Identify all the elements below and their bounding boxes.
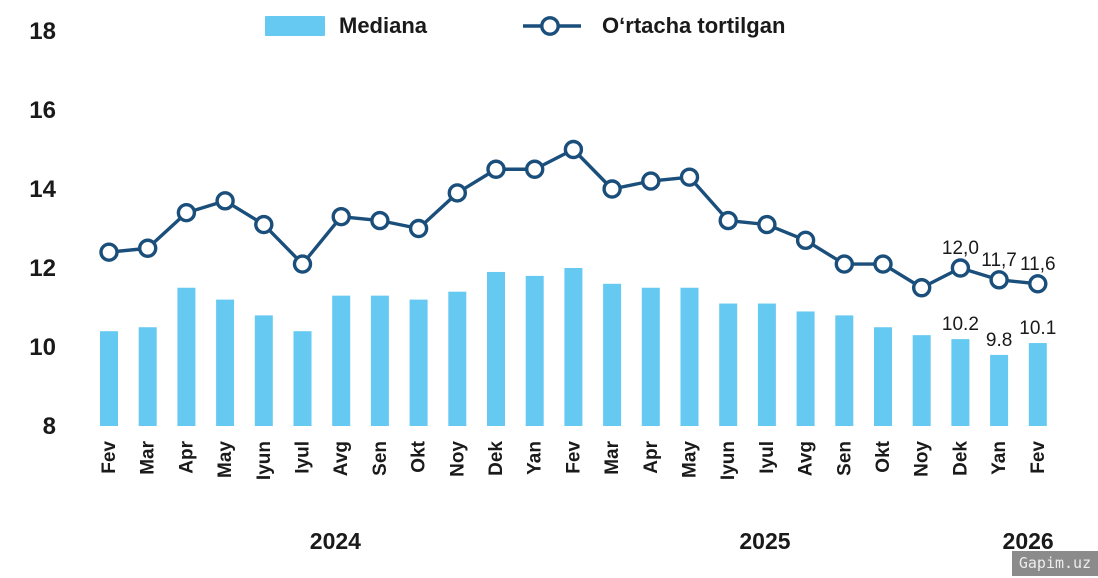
line-marker	[408, 218, 429, 239]
month-label: Apr	[641, 440, 662, 473]
y-tick-label: 18	[29, 18, 56, 45]
month-label: May	[215, 441, 236, 478]
line-marker	[525, 159, 545, 179]
month-label: Yan	[989, 441, 1010, 475]
y-tick-label: 12	[29, 255, 56, 282]
legend-line-label: Oʻrtacha tortilgan	[602, 13, 786, 38]
line-marker	[602, 179, 622, 199]
y-tick-label: 16	[29, 97, 56, 124]
month-label: May	[680, 441, 701, 478]
line-marker	[757, 214, 777, 235]
line-marker	[447, 183, 467, 203]
bar-mediana	[874, 327, 892, 426]
year-label: 2025	[739, 528, 790, 554]
line-marker	[370, 210, 390, 231]
bar-mediana	[370, 295, 389, 426]
line-marker	[292, 254, 313, 274]
month-label: Yan	[525, 441, 546, 475]
line-marker	[989, 270, 1009, 290]
bar-mediana	[641, 287, 660, 426]
month-label: Iyul	[293, 441, 314, 474]
line-marker	[137, 238, 158, 258]
line-marker	[254, 214, 274, 235]
legend-bar-swatch	[265, 16, 325, 36]
bar-point-label: 9.8	[986, 330, 1012, 351]
bar-mediana	[796, 311, 815, 426]
line-marker	[176, 202, 197, 223]
bar-mediana	[951, 339, 970, 426]
bar-point-label: 10.1	[1019, 318, 1056, 339]
bar-mediana	[409, 299, 428, 426]
bar-mediana	[138, 327, 157, 426]
line-point-label: 11,7	[981, 250, 1017, 271]
month-label: Sen	[370, 441, 391, 476]
month-label: Okt	[409, 440, 430, 472]
year-label: 2026	[1003, 528, 1054, 554]
bar-mediana	[293, 331, 312, 426]
month-label: Apr	[176, 440, 197, 473]
bar-mediana	[835, 315, 854, 426]
line-marker	[834, 254, 854, 274]
line-marker	[331, 206, 351, 227]
line-marker	[99, 242, 119, 262]
month-label: Avg	[796, 441, 817, 476]
legend-line-marker-icon	[523, 16, 582, 36]
bar-mediana	[100, 331, 118, 426]
month-label: Mar	[602, 440, 623, 474]
bar-mediana	[990, 354, 1009, 426]
month-label: Dek	[950, 441, 971, 476]
bar-mediana	[564, 268, 583, 426]
line-marker	[641, 171, 661, 191]
line-marker	[486, 159, 506, 179]
line-marker	[912, 278, 932, 298]
bar-mediana	[1028, 343, 1047, 426]
bar-mediana	[757, 303, 776, 426]
line-marker	[795, 230, 816, 251]
year-label: 2024	[310, 528, 361, 554]
line-ortacha	[108, 147, 1038, 290]
y-tick-label: 8	[43, 413, 56, 440]
bar-mediana	[487, 271, 505, 426]
line-point-label: 12,0	[942, 238, 979, 259]
bar-point-label: 10.2	[942, 314, 979, 335]
bar-mediana	[254, 315, 273, 426]
bar-mediana	[603, 283, 622, 426]
bar-mediana	[525, 275, 544, 426]
bar-mediana	[719, 303, 738, 426]
legend: Mediana Oʻrtacha tortilgan	[265, 13, 785, 39]
y-tick-label: 10	[29, 334, 56, 361]
bar-mediana	[332, 295, 351, 426]
month-label: Iyul	[757, 441, 778, 474]
legend-bar-label: Mediana	[339, 13, 428, 38]
y-tick-label: 14	[29, 176, 56, 203]
bar-mediana	[177, 287, 196, 426]
bar-mediana	[216, 299, 235, 426]
line-marker	[679, 167, 700, 187]
month-label: Mar	[138, 440, 159, 474]
line-point-label: 11,6	[1020, 254, 1056, 275]
month-label: Okt	[873, 440, 894, 472]
month-label: Fev	[99, 441, 120, 474]
month-label: Dek	[486, 441, 507, 476]
line-marker	[950, 258, 971, 278]
month-label: Noy	[912, 441, 933, 477]
line-marker	[873, 254, 893, 274]
bar-mediana	[912, 335, 931, 426]
line-marker	[718, 210, 738, 231]
month-label: Fev	[563, 441, 584, 474]
line-marker	[563, 139, 584, 160]
month-label: Iyun	[718, 441, 739, 480]
bar-mediana	[448, 291, 467, 426]
month-label: Avg	[331, 441, 352, 476]
watermark-badge: Gapim.uz	[1012, 551, 1098, 576]
bar-mediana	[680, 287, 699, 426]
month-label: Sen	[834, 441, 855, 476]
month-label: Fev	[1028, 441, 1049, 474]
month-label: Iyun	[254, 441, 275, 480]
month-label: Noy	[447, 441, 468, 477]
line-marker	[215, 191, 235, 211]
line-marker	[1028, 274, 1048, 294]
